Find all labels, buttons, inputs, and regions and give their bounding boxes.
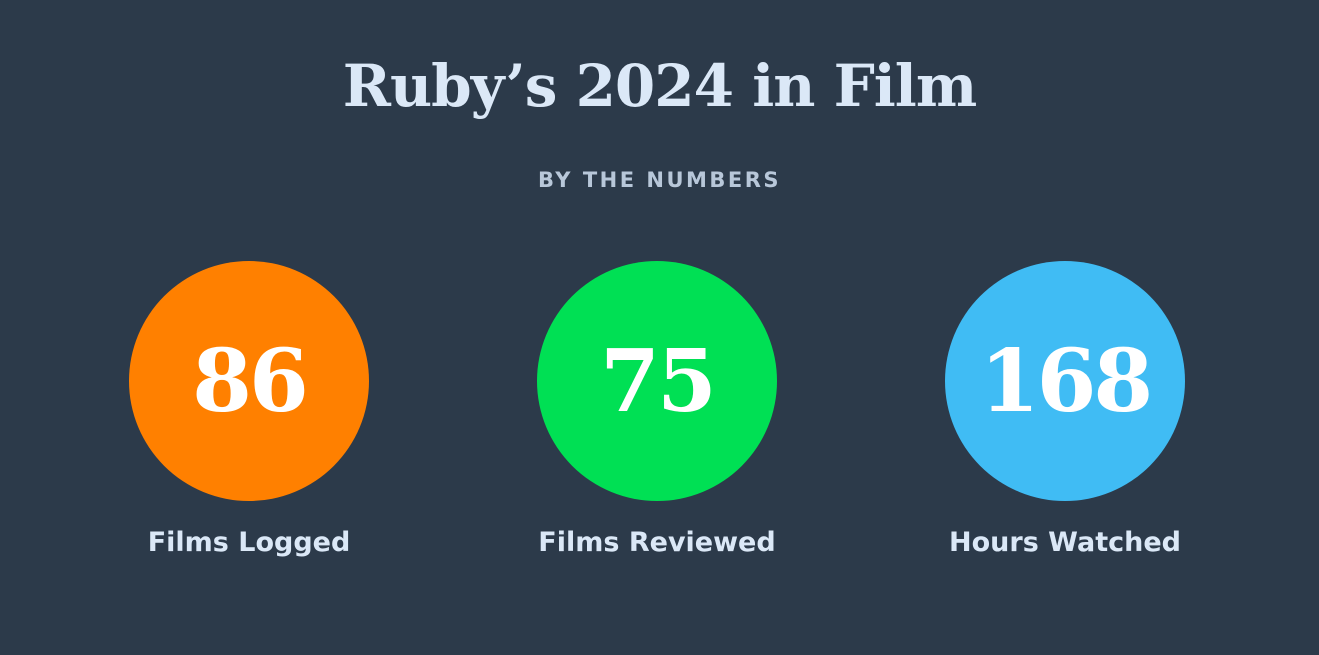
stat-item: 86 Films Logged bbox=[129, 261, 369, 558]
stat-label: Hours Watched bbox=[949, 527, 1181, 558]
stat-label: Films Reviewed bbox=[538, 527, 776, 558]
subtitle: BY THE NUMBERS bbox=[537, 168, 782, 192]
stat-item: 75 Films Reviewed bbox=[537, 261, 777, 558]
stat-circle: 75 bbox=[537, 261, 777, 501]
stat-item: 168 Hours Watched bbox=[945, 261, 1185, 558]
title: Ruby’s 2024 in Film bbox=[342, 52, 977, 120]
stat-circle: 168 bbox=[945, 261, 1185, 501]
stat-label: Films Logged bbox=[147, 527, 351, 558]
stat-circle: 86 bbox=[129, 261, 369, 501]
